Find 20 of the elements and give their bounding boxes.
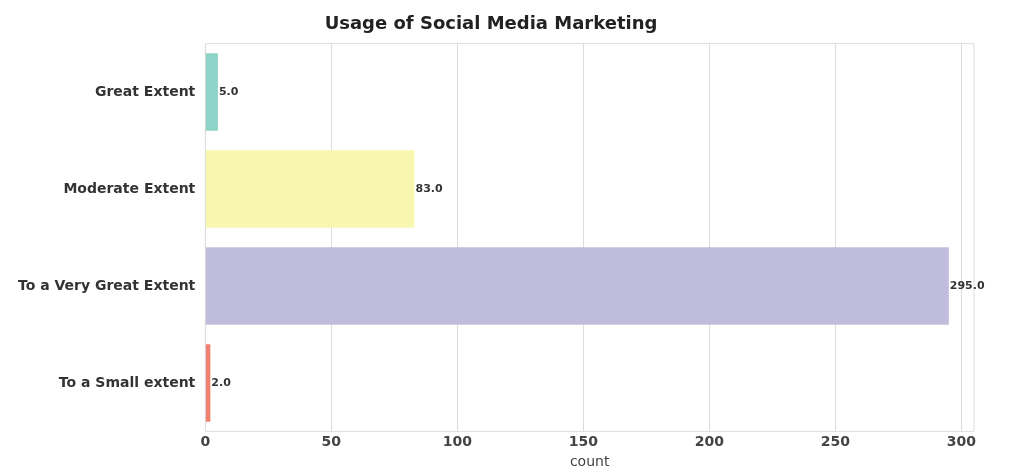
data-label: 2.0	[211, 375, 232, 389]
x-axis-title: count	[569, 453, 610, 470]
x-tick-label: 150	[568, 433, 599, 450]
y-tick-label: Great Extent	[94, 82, 196, 99]
x-tick-label: 0	[200, 433, 211, 450]
bar	[205, 150, 415, 228]
x-tick-label: 200	[694, 433, 725, 450]
data-label: 83.0	[415, 181, 443, 195]
x-tick-label: 100	[442, 433, 473, 450]
bar	[205, 247, 949, 325]
y-tick-label: Moderate Extent	[63, 179, 196, 196]
x-tick-label: 50	[321, 433, 342, 450]
data-label: 5.0	[218, 84, 239, 98]
x-tick-label: 250	[820, 433, 851, 450]
y-tick-label: To a Small extent	[58, 373, 196, 390]
y-tick-label: To a Very Great Extent	[17, 276, 196, 293]
bar	[205, 53, 218, 131]
data-label: 295.0	[949, 278, 985, 292]
chart-title: Usage of Social Media Marketing	[324, 12, 658, 34]
x-tick-label: 300	[946, 433, 977, 450]
